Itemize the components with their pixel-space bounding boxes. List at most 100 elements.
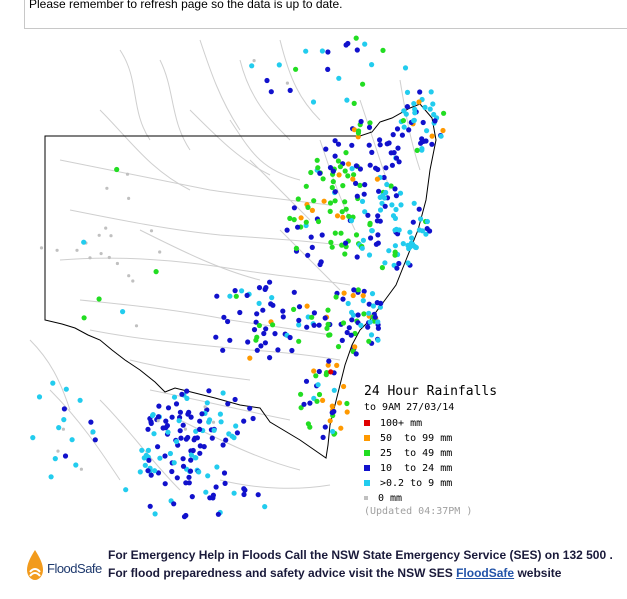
station-marker	[368, 235, 374, 241]
station-marker	[107, 255, 111, 260]
station-marker	[319, 232, 325, 238]
station-marker	[311, 198, 317, 204]
station-marker	[332, 153, 338, 159]
station-marker	[232, 288, 238, 294]
station-marker	[289, 347, 295, 354]
station-marker	[360, 237, 366, 243]
station-marker	[325, 307, 331, 313]
rainfall-stations	[30, 35, 447, 520]
station-marker	[311, 310, 317, 316]
station-marker	[260, 307, 266, 313]
station-marker	[360, 298, 366, 304]
station-marker	[145, 447, 151, 453]
station-marker	[345, 40, 351, 47]
floodsafe-link[interactable]: FloodSafe	[456, 566, 515, 580]
station-marker	[39, 246, 44, 250]
station-marker	[377, 137, 383, 143]
river-network	[29, 39, 421, 491]
station-marker	[345, 161, 352, 167]
station-marker	[62, 453, 69, 459]
station-marker	[356, 128, 362, 134]
station-marker	[137, 469, 143, 475]
station-marker	[355, 134, 361, 140]
station-marker	[233, 293, 239, 299]
station-marker	[160, 425, 166, 431]
station-marker	[79, 467, 83, 471]
station-marker	[381, 174, 387, 181]
station-marker	[348, 218, 355, 224]
station-marker	[325, 321, 331, 327]
station-marker	[214, 293, 220, 299]
station-marker	[185, 434, 191, 441]
station-marker	[354, 254, 360, 260]
station-marker	[61, 427, 65, 431]
station-marker	[258, 343, 264, 349]
station-marker	[151, 431, 157, 437]
station-marker	[353, 163, 359, 169]
station-marker	[255, 492, 261, 498]
station-marker	[380, 47, 386, 54]
station-marker	[353, 180, 359, 186]
station-marker	[177, 409, 183, 415]
station-marker	[429, 141, 435, 147]
station-marker	[419, 136, 425, 142]
station-marker	[125, 172, 130, 176]
station-marker	[341, 383, 347, 390]
station-marker	[171, 460, 177, 466]
station-marker	[180, 422, 186, 428]
station-marker	[366, 301, 372, 307]
legend-label: 100+ mm	[380, 417, 423, 429]
station-marker	[326, 332, 332, 338]
station-marker	[245, 339, 251, 345]
station-marker	[155, 444, 161, 450]
station-marker	[162, 453, 168, 459]
station-marker	[394, 126, 401, 132]
station-marker	[127, 274, 131, 278]
station-marker	[186, 480, 192, 486]
legend-swatch	[364, 465, 370, 471]
station-marker	[357, 166, 363, 172]
legend-row-100plus: 100+ mm	[364, 416, 422, 430]
station-marker	[316, 391, 323, 398]
station-marker	[171, 394, 178, 400]
station-marker	[267, 279, 273, 285]
station-marker	[343, 240, 349, 246]
station-marker	[321, 198, 327, 204]
station-marker	[189, 494, 195, 500]
station-marker	[104, 226, 108, 230]
station-marker	[148, 420, 154, 426]
station-marker	[333, 294, 339, 300]
station-marker	[403, 111, 409, 117]
legend-label: 25 to 49 mm	[380, 447, 453, 459]
station-marker	[158, 250, 162, 254]
station-marker	[389, 162, 395, 168]
station-marker	[346, 325, 352, 331]
map-subtitle: to 9AM 27/03/14	[364, 402, 455, 413]
station-marker	[330, 428, 336, 435]
station-marker	[366, 252, 373, 258]
station-marker	[77, 397, 83, 403]
station-marker	[291, 306, 297, 312]
station-marker	[416, 99, 422, 105]
station-marker	[390, 132, 396, 138]
station-marker	[197, 418, 203, 424]
station-marker	[167, 450, 173, 457]
station-marker	[315, 382, 321, 388]
station-marker	[396, 159, 402, 165]
station-marker	[225, 401, 231, 407]
station-marker	[272, 331, 278, 337]
station-marker	[298, 391, 304, 397]
updated-time: (Updated 04:37PM )	[364, 506, 473, 517]
station-marker	[350, 312, 357, 318]
station-marker	[305, 204, 311, 210]
station-marker	[197, 450, 203, 456]
station-marker	[328, 369, 334, 375]
station-marker	[440, 127, 446, 134]
station-marker	[339, 337, 345, 343]
floodsafe-logo[interactable]: FloodSafe	[24, 548, 104, 582]
station-marker	[180, 456, 186, 462]
station-marker	[56, 449, 60, 453]
station-marker	[96, 296, 102, 302]
floodsafe-logo-text: FloodSafe	[47, 561, 102, 576]
station-marker	[324, 370, 330, 376]
